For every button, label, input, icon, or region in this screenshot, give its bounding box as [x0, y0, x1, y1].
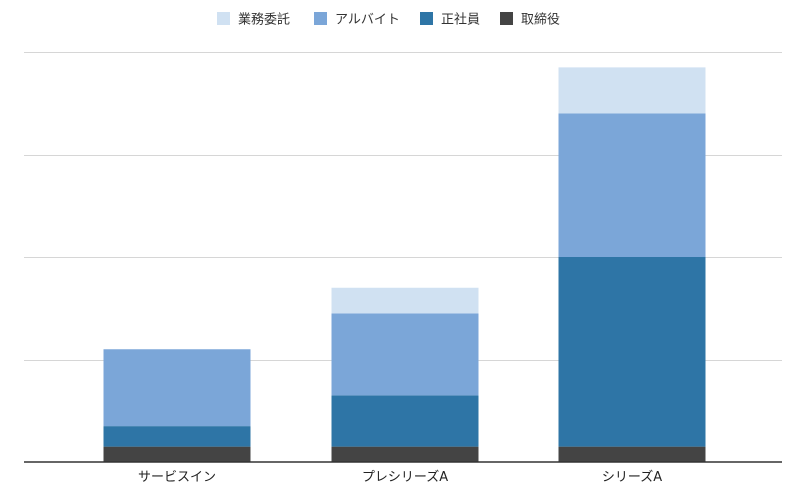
x-tick-label: プレシリーズA — [362, 469, 448, 485]
legend-item[interactable]: 取締役 — [500, 12, 560, 28]
bar-segment[interactable] — [558, 446, 706, 462]
legend-label: 正社員 — [441, 12, 480, 28]
legend[interactable]: 業務委託 アルバイト 正社員 取締役 — [217, 12, 560, 28]
bar-segment[interactable] — [331, 313, 479, 396]
bar-segment[interactable] — [331, 287, 479, 314]
legend-label: 業務委託 — [238, 12, 290, 28]
x-tick-label: サービスイン — [138, 470, 216, 485]
bar-segment[interactable] — [103, 426, 251, 447]
legend-swatch — [217, 12, 230, 25]
bar-segment[interactable] — [331, 395, 479, 447]
legend-item[interactable]: 業務委託 — [217, 12, 290, 28]
bar-segment[interactable] — [103, 446, 251, 462]
x-tick-labels: サービスイン プレシリーズA シリーズA — [138, 469, 662, 485]
bars — [103, 67, 706, 462]
legend-item[interactable]: 正社員 — [420, 12, 480, 28]
legend-item[interactable]: アルバイト — [314, 12, 400, 28]
legend-label: アルバイト — [335, 13, 400, 28]
legend-swatch — [314, 12, 327, 25]
bar-segment[interactable] — [558, 257, 706, 447]
bar-segment[interactable] — [331, 446, 479, 462]
legend-swatch — [420, 12, 433, 25]
bar-segment[interactable] — [558, 67, 706, 114]
legend-swatch — [500, 12, 513, 25]
legend-label: 取締役 — [521, 12, 560, 28]
x-tick-label: シリーズA — [602, 469, 662, 485]
bar-segment[interactable] — [558, 113, 706, 258]
bar-segment[interactable] — [103, 349, 251, 427]
